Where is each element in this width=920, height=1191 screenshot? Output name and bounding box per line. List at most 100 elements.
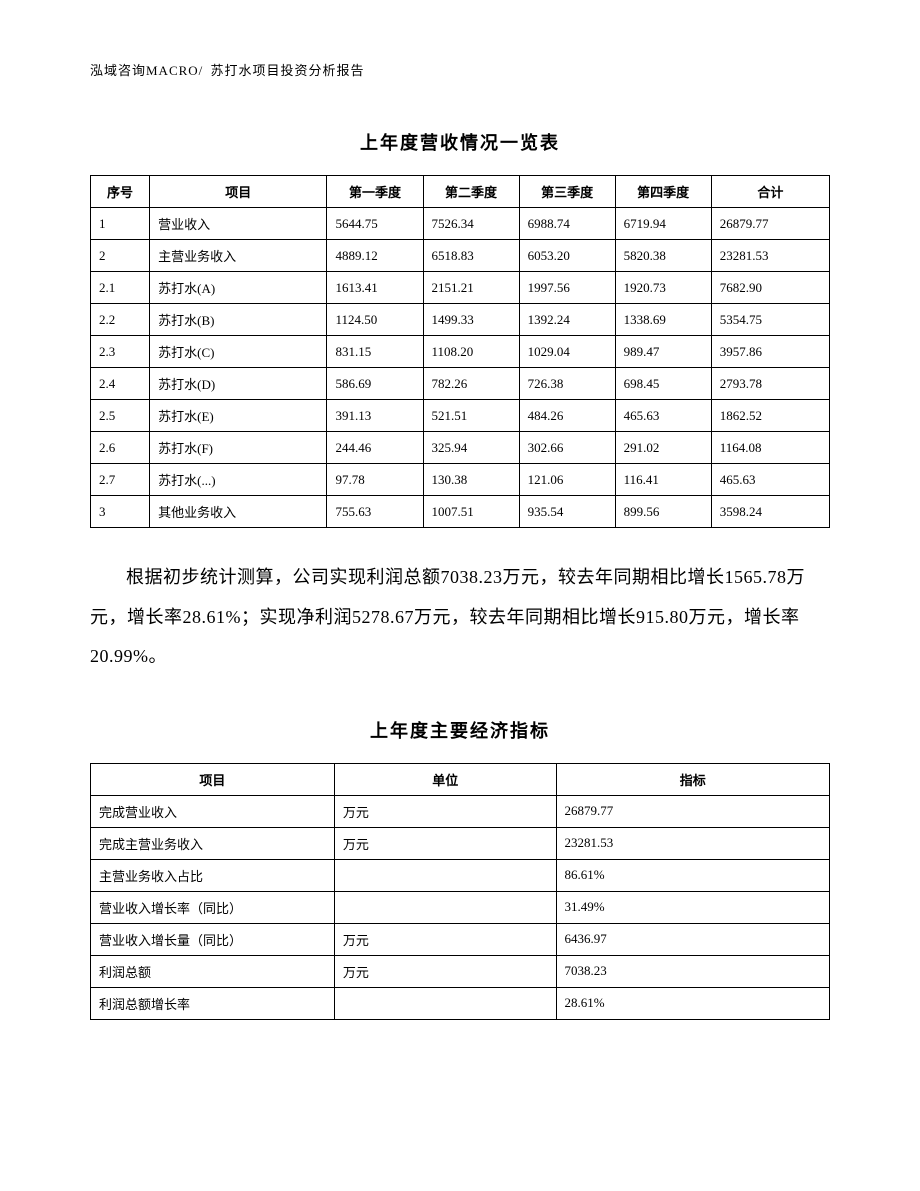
cell: 完成营业收入 bbox=[91, 795, 335, 827]
table1-body: 1营业收入5644.757526.346988.746719.9426879.7… bbox=[91, 208, 830, 528]
table1-header-row: 序号 项目 第一季度 第二季度 第三季度 第四季度 合计 bbox=[91, 176, 830, 208]
cell: 1997.56 bbox=[519, 272, 615, 304]
table-row: 2.3苏打水(C)831.151108.201029.04989.473957.… bbox=[91, 336, 830, 368]
cell: 121.06 bbox=[519, 464, 615, 496]
cell: 302.66 bbox=[519, 432, 615, 464]
cell: 2151.21 bbox=[423, 272, 519, 304]
header-company: 泓域咨询MACRO/ bbox=[90, 63, 203, 78]
cell: 完成主营业务收入 bbox=[91, 827, 335, 859]
cell: 万元 bbox=[334, 827, 556, 859]
cell: 86.61% bbox=[556, 859, 829, 891]
revenue-table: 序号 项目 第一季度 第二季度 第三季度 第四季度 合计 1营业收入5644.7… bbox=[90, 175, 830, 528]
cell: 26879.77 bbox=[711, 208, 829, 240]
cell: 5820.38 bbox=[615, 240, 711, 272]
table-row: 利润总额万元7038.23 bbox=[91, 955, 830, 987]
cell: 1124.50 bbox=[327, 304, 423, 336]
cell: 6518.83 bbox=[423, 240, 519, 272]
cell: 244.46 bbox=[327, 432, 423, 464]
cell: 3957.86 bbox=[711, 336, 829, 368]
table-row: 主营业务收入占比 86.61% bbox=[91, 859, 830, 891]
table2-header-row: 项目 单位 指标 bbox=[91, 763, 830, 795]
table1-col-q2: 第二季度 bbox=[423, 176, 519, 208]
cell: 391.13 bbox=[327, 400, 423, 432]
cell: 营业收入增长量（同比） bbox=[91, 923, 335, 955]
table-row: 营业收入增长率（同比）31.49% bbox=[91, 891, 830, 923]
cell: 28.61% bbox=[556, 987, 829, 1019]
cell: 2793.78 bbox=[711, 368, 829, 400]
cell: 6988.74 bbox=[519, 208, 615, 240]
cell: 7038.23 bbox=[556, 955, 829, 987]
table-row: 2.1苏打水(A)1613.412151.211997.561920.73768… bbox=[91, 272, 830, 304]
cell: 其他业务收入 bbox=[150, 496, 327, 528]
cell: 116.41 bbox=[615, 464, 711, 496]
cell: 1108.20 bbox=[423, 336, 519, 368]
cell: 521.51 bbox=[423, 400, 519, 432]
table1-col-seq: 序号 bbox=[91, 176, 150, 208]
cell: 465.63 bbox=[711, 464, 829, 496]
cell: 营业收入增长率（同比） bbox=[91, 891, 335, 923]
table-row: 2.6苏打水(F)244.46325.94302.66291.021164.08 bbox=[91, 432, 830, 464]
cell: 2.2 bbox=[91, 304, 150, 336]
cell bbox=[334, 859, 556, 891]
cell bbox=[334, 891, 556, 923]
cell: 利润总额 bbox=[91, 955, 335, 987]
cell: 苏打水(D) bbox=[150, 368, 327, 400]
table2-body: 完成营业收入万元26879.77 完成主营业务收入万元23281.53 主营业务… bbox=[91, 795, 830, 1019]
cell: 831.15 bbox=[327, 336, 423, 368]
table-row: 2.2苏打水(B)1124.501499.331392.241338.69535… bbox=[91, 304, 830, 336]
table-row: 2.7苏打水(...)97.78130.38121.06116.41465.63 bbox=[91, 464, 830, 496]
table-row: 1营业收入5644.757526.346988.746719.9426879.7… bbox=[91, 208, 830, 240]
table1-col-total: 合计 bbox=[711, 176, 829, 208]
table2-title: 上年度主要经济指标 bbox=[90, 717, 830, 743]
page-header: 泓域咨询MACRO/ 苏打水项目投资分析报告 bbox=[90, 60, 830, 79]
cell: 484.26 bbox=[519, 400, 615, 432]
table1-col-q1: 第一季度 bbox=[327, 176, 423, 208]
cell: 7526.34 bbox=[423, 208, 519, 240]
cell: 3598.24 bbox=[711, 496, 829, 528]
indicators-table: 项目 单位 指标 完成营业收入万元26879.77 完成主营业务收入万元2328… bbox=[90, 763, 830, 1020]
cell: 2.3 bbox=[91, 336, 150, 368]
cell: 万元 bbox=[334, 795, 556, 827]
cell: 782.26 bbox=[423, 368, 519, 400]
table2-col-value: 指标 bbox=[556, 763, 829, 795]
cell: 1862.52 bbox=[711, 400, 829, 432]
cell: 1164.08 bbox=[711, 432, 829, 464]
table1-col-q3: 第三季度 bbox=[519, 176, 615, 208]
table1-title: 上年度营收情况一览表 bbox=[90, 129, 830, 155]
cell: 1920.73 bbox=[615, 272, 711, 304]
cell: 苏打水(C) bbox=[150, 336, 327, 368]
cell: 2.6 bbox=[91, 432, 150, 464]
cell: 6436.97 bbox=[556, 923, 829, 955]
cell: 主营业务收入占比 bbox=[91, 859, 335, 891]
table-row: 完成主营业务收入万元23281.53 bbox=[91, 827, 830, 859]
cell: 6719.94 bbox=[615, 208, 711, 240]
cell: 1613.41 bbox=[327, 272, 423, 304]
cell: 营业收入 bbox=[150, 208, 327, 240]
cell: 3 bbox=[91, 496, 150, 528]
cell: 935.54 bbox=[519, 496, 615, 528]
cell: 2.4 bbox=[91, 368, 150, 400]
cell: 6053.20 bbox=[519, 240, 615, 272]
cell: 4889.12 bbox=[327, 240, 423, 272]
cell: 万元 bbox=[334, 955, 556, 987]
cell: 万元 bbox=[334, 923, 556, 955]
cell: 苏打水(A) bbox=[150, 272, 327, 304]
cell: 2.7 bbox=[91, 464, 150, 496]
cell: 97.78 bbox=[327, 464, 423, 496]
cell: 2 bbox=[91, 240, 150, 272]
cell: 7682.90 bbox=[711, 272, 829, 304]
cell: 1 bbox=[91, 208, 150, 240]
cell: 2.1 bbox=[91, 272, 150, 304]
cell: 586.69 bbox=[327, 368, 423, 400]
table-row: 3其他业务收入755.631007.51935.54899.563598.24 bbox=[91, 496, 830, 528]
cell bbox=[334, 987, 556, 1019]
cell: 苏打水(E) bbox=[150, 400, 327, 432]
analysis-paragraph: 根据初步统计测算，公司实现利润总额7038.23万元，较去年同期相比增长1565… bbox=[90, 558, 830, 677]
table2-col-item: 项目 bbox=[91, 763, 335, 795]
cell: 698.45 bbox=[615, 368, 711, 400]
cell: 5644.75 bbox=[327, 208, 423, 240]
cell: 23281.53 bbox=[556, 827, 829, 859]
cell: 1338.69 bbox=[615, 304, 711, 336]
cell: 苏打水(F) bbox=[150, 432, 327, 464]
table-row: 2.5苏打水(E)391.13521.51484.26465.631862.52 bbox=[91, 400, 830, 432]
